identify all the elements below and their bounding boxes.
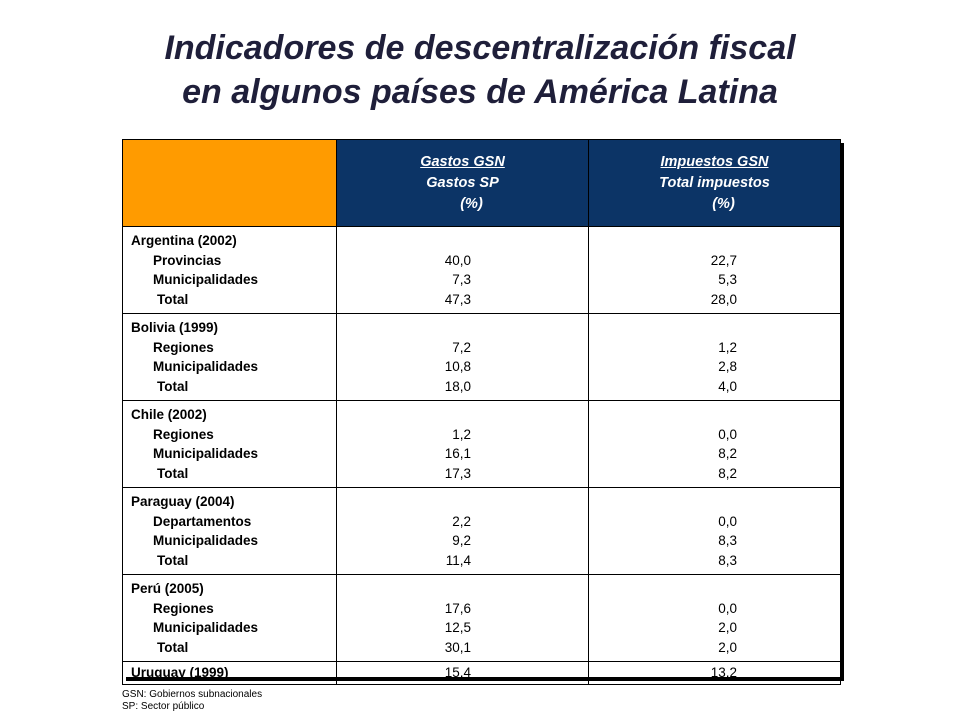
- table-row: Bolivia (1999) Regiones Municipalidades …: [122, 313, 841, 401]
- sub-label: Municipalidades: [153, 359, 259, 374]
- row-label-cell: Paraguay (2004) Departamentos Municipali…: [122, 487, 337, 575]
- header-impuestos: Impuestos GSN Total impuestos (%): [588, 139, 841, 227]
- gastos-value: 17,6: [444, 600, 471, 616]
- gastos-value: 1,2: [452, 426, 471, 442]
- table-row: Uruguay (1999) 15,4 13,2: [122, 661, 841, 685]
- gastos-value: 11,4: [445, 552, 471, 568]
- sub-label: Municipalidades: [153, 272, 259, 287]
- gastos-value: 16,1: [444, 446, 471, 461]
- impuestos-cell: 0,0 8,3 8,3: [588, 487, 841, 575]
- impuestos-value: 8,3: [718, 552, 737, 568]
- impuestos-value: 5,3: [718, 272, 737, 287]
- country-name: Chile (2002): [131, 407, 207, 422]
- table-row: Perú (2005) Regiones Municipalidades Tot…: [122, 574, 841, 662]
- gastos-cell: 17,6 12,5 30,1: [336, 574, 589, 662]
- country-name: Perú (2005): [131, 581, 204, 596]
- row-label-cell: Bolivia (1999) Regiones Municipalidades …: [122, 313, 337, 401]
- gastos-value: 7,3: [452, 272, 471, 287]
- footnotes: GSN: Gobiernos subnacionales SP: Sector …: [122, 689, 262, 713]
- impuestos-value: 2,0: [718, 620, 737, 635]
- gastos-value: 17,3: [444, 465, 471, 481]
- sub-label: Total: [157, 465, 189, 481]
- impuestos-value: 8,2: [718, 465, 737, 481]
- gastos-value: 47,3: [444, 291, 471, 307]
- impuestos-cell: 22,7 5,3 28,0: [588, 226, 841, 314]
- gastos-value: 7,2: [452, 339, 471, 355]
- footnote-gsn: GSN: Gobiernos subnacionales: [122, 689, 263, 700]
- header-gastos-line-3: (%): [460, 195, 483, 212]
- impuestos-value: 13,2: [710, 665, 737, 681]
- impuestos-value: 2,0: [718, 639, 737, 655]
- row-label-cell: Argentina (2002) Provincias Municipalida…: [122, 226, 337, 314]
- page-title: Indicadores de descentralización fiscal …: [0, 26, 960, 114]
- country-name: Bolivia (1999): [131, 320, 219, 335]
- header-impuestos-line-1: Impuestos GSN: [660, 153, 769, 170]
- sub-label: Municipalidades: [153, 620, 259, 635]
- impuestos-value: 0,0: [718, 426, 737, 442]
- title-line-1: Indicadores de descentralización fiscal: [164, 29, 796, 67]
- gastos-value: 12,5: [444, 620, 471, 635]
- sub-label: Provincias: [153, 252, 222, 268]
- impuestos-value: 28,0: [710, 291, 737, 307]
- row-label-cell: Perú (2005) Regiones Municipalidades Tot…: [122, 574, 337, 662]
- impuestos-cell: 13,2: [588, 661, 841, 685]
- gastos-value: 15,4: [444, 665, 471, 681]
- gastos-value: 30,1: [444, 639, 471, 655]
- gastos-value: 9,2: [452, 533, 471, 548]
- sub-label: Departamentos: [153, 513, 252, 529]
- header-impuestos-line-3: (%): [712, 195, 735, 212]
- impuestos-value: 4,0: [718, 378, 737, 394]
- impuestos-value: 22,7: [710, 252, 737, 268]
- impuestos-cell: 0,0 2,0 2,0: [588, 574, 841, 662]
- sub-label: Total: [157, 552, 189, 568]
- impuestos-value: 8,2: [718, 446, 737, 461]
- gastos-cell: 15,4: [336, 661, 589, 685]
- impuestos-cell: 0,0 8,2 8,2: [588, 400, 841, 488]
- impuestos-cell: 1,2 2,8 4,0: [588, 313, 841, 401]
- gastos-value: 2,2: [452, 513, 471, 529]
- header-gastos: Gastos GSN Gastos SP (%): [336, 139, 589, 227]
- sub-label: Total: [157, 291, 189, 307]
- table-row: Chile (2002) Regiones Municipalidades To…: [122, 400, 841, 488]
- header-corner-cell: [122, 139, 337, 227]
- header-gastos-line-1: Gastos GSN: [420, 153, 505, 170]
- impuestos-value: 0,0: [718, 513, 737, 529]
- header-impuestos-line-2: Total impuestos: [659, 174, 770, 191]
- gastos-value: 18,0: [444, 378, 471, 394]
- fiscal-table: Gastos GSN Gastos SP (%) Impuestos GSN T…: [122, 139, 841, 685]
- country-name: Paraguay (2004): [131, 494, 235, 509]
- impuestos-value: 0,0: [718, 600, 737, 616]
- gastos-value: 10,8: [444, 359, 471, 374]
- gastos-cell: 1,2 16,1 17,3: [336, 400, 589, 488]
- country-name: Uruguay (1999): [131, 665, 229, 680]
- impuestos-value: 1,2: [718, 339, 737, 355]
- sub-label: Total: [157, 639, 189, 655]
- sub-label: Regiones: [153, 339, 214, 355]
- footnote-sp: SP: Sector público: [122, 701, 205, 712]
- gastos-value: 40,0: [444, 252, 471, 268]
- header-gastos-line-2: Gastos SP: [426, 174, 499, 191]
- table-row: Argentina (2002) Provincias Municipalida…: [122, 226, 841, 314]
- title-line-2: en algunos países de América Latina: [182, 73, 778, 111]
- table-row: Paraguay (2004) Departamentos Municipali…: [122, 487, 841, 575]
- sub-label: Total: [157, 378, 189, 394]
- sub-label: Regiones: [153, 600, 214, 616]
- row-label-cell: Uruguay (1999): [122, 661, 337, 685]
- sub-label: Regiones: [153, 426, 214, 442]
- gastos-cell: 2,2 9,2 11,4: [336, 487, 589, 575]
- gastos-cell: 7,2 10,8 18,0: [336, 313, 589, 401]
- sub-label: Municipalidades: [153, 533, 259, 548]
- row-label-cell: Chile (2002) Regiones Municipalidades To…: [122, 400, 337, 488]
- sub-label: Municipalidades: [153, 446, 259, 461]
- gastos-cell: 40,0 7,3 47,3: [336, 226, 589, 314]
- impuestos-value: 2,8: [718, 359, 737, 374]
- country-name: Argentina (2002): [131, 233, 237, 248]
- impuestos-value: 8,3: [718, 533, 737, 548]
